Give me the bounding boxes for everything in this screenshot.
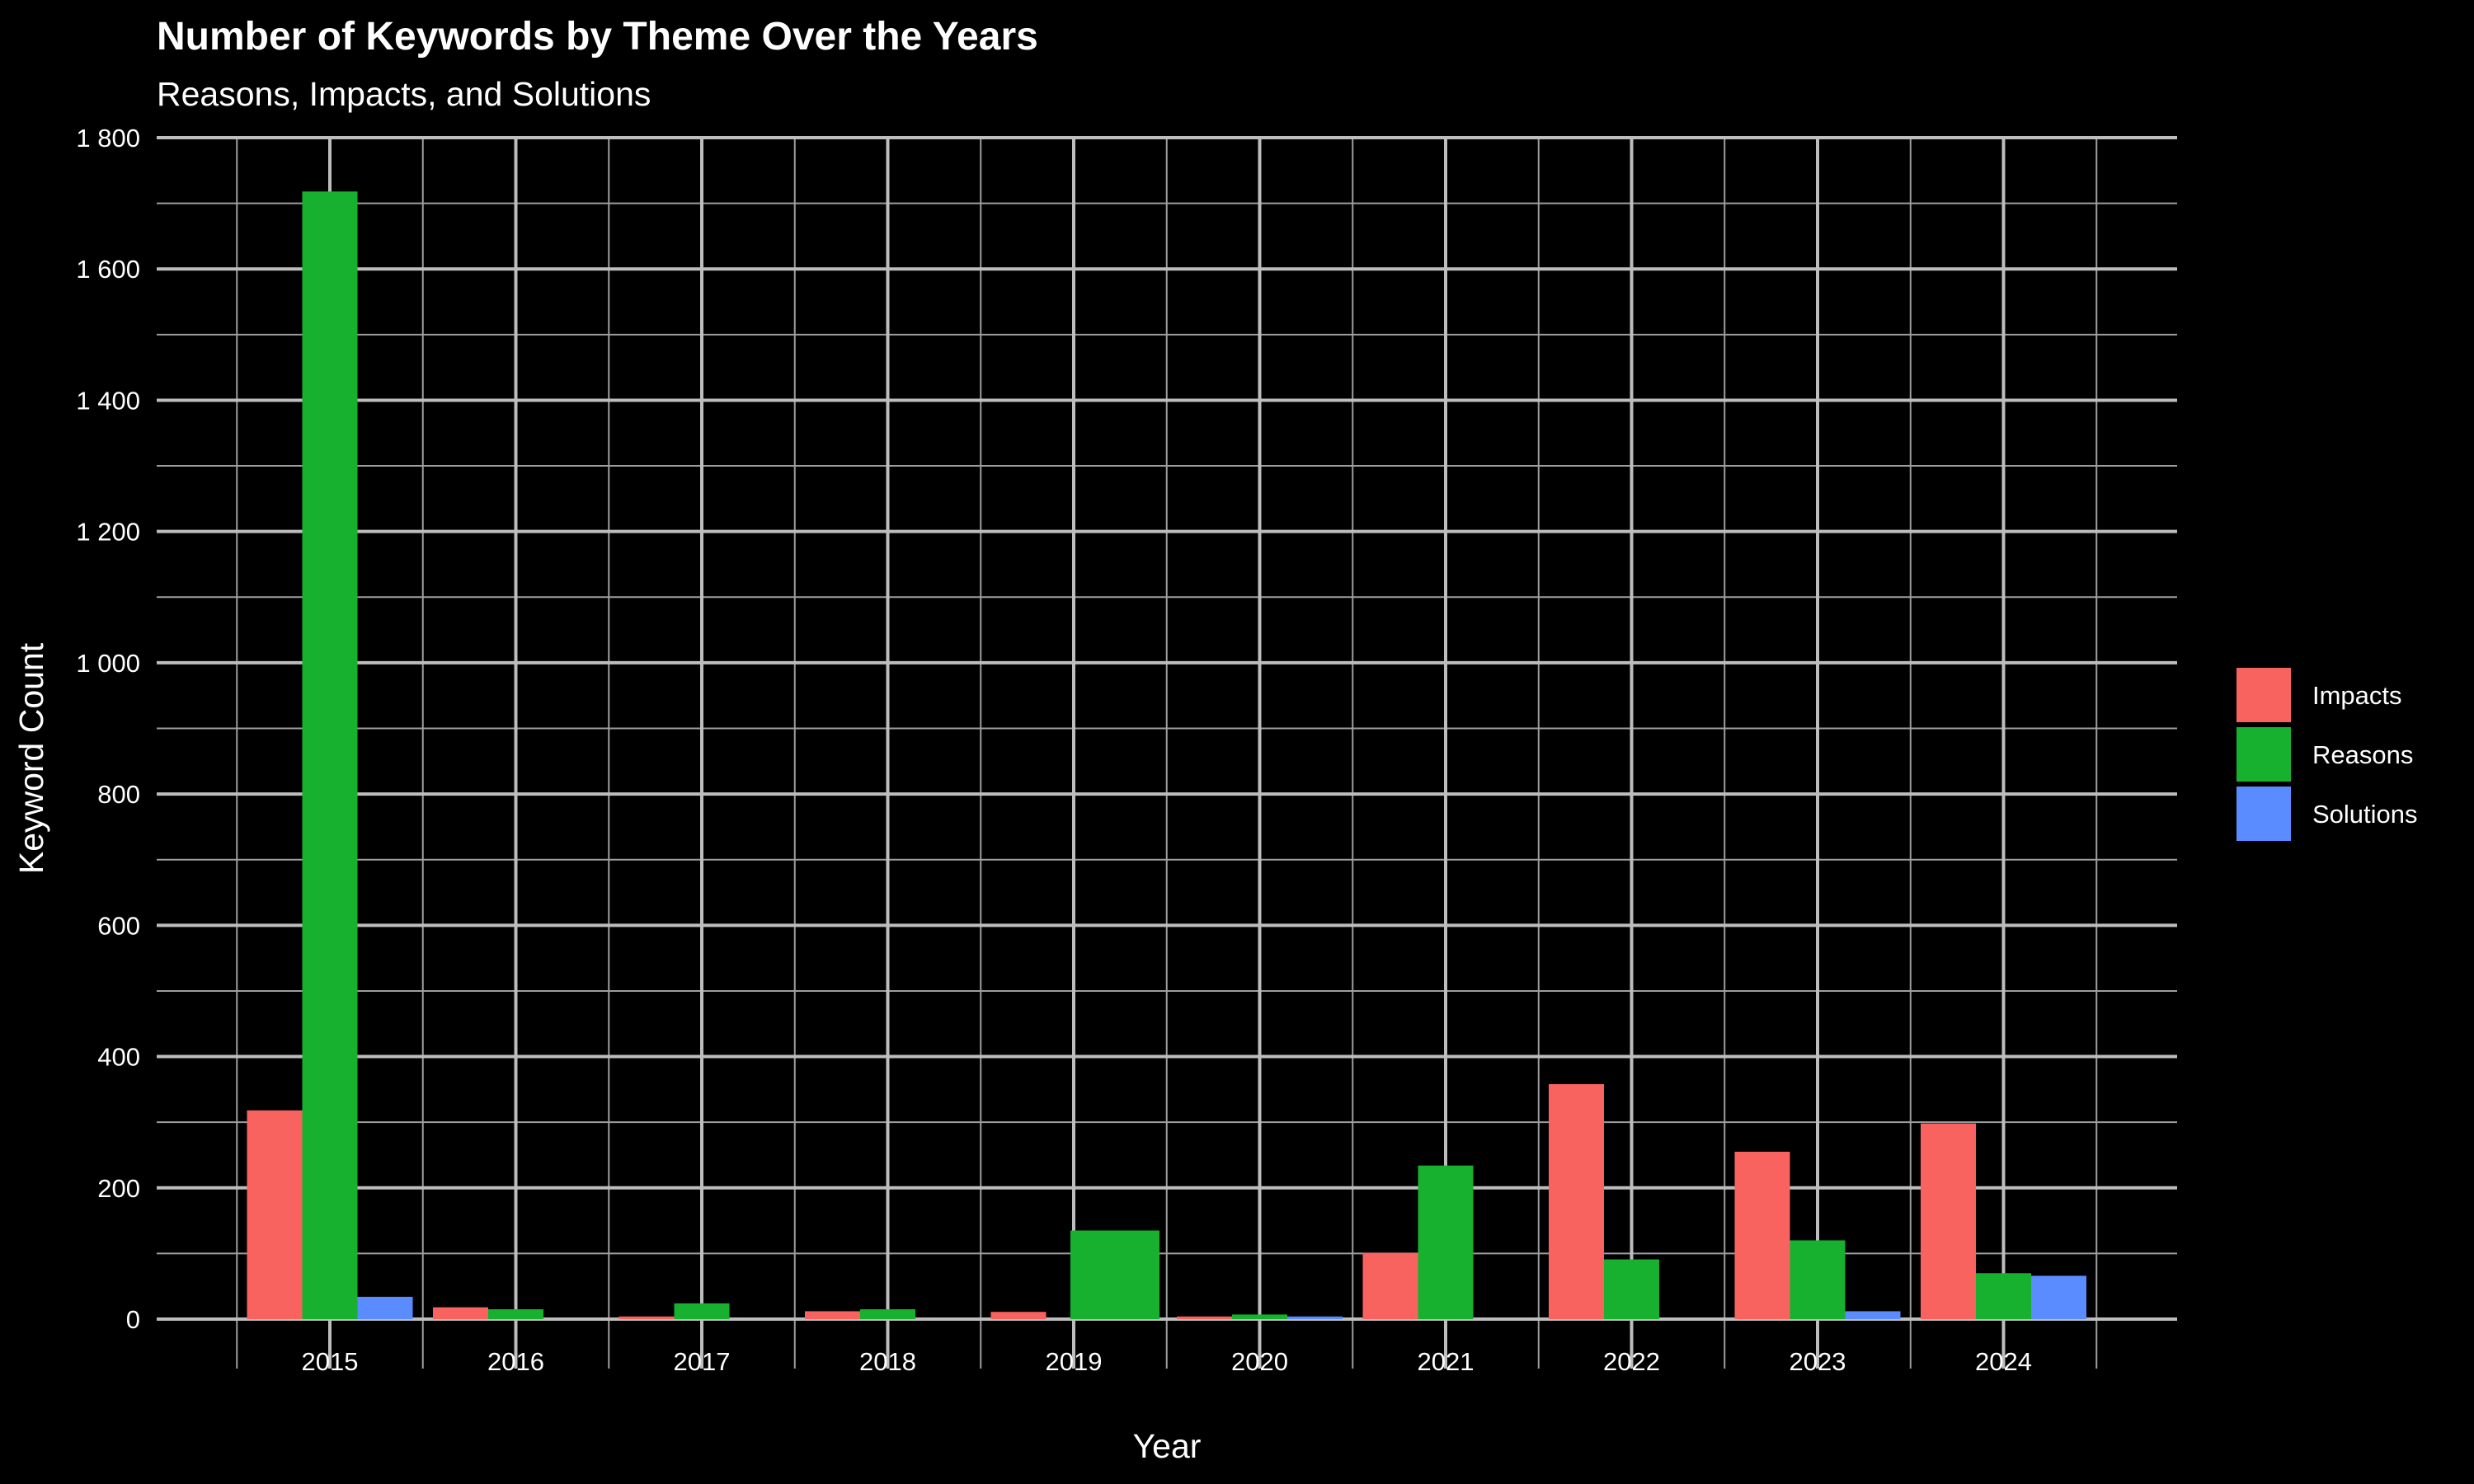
bar-impacts-2015 [247, 1110, 303, 1319]
y-tick-label: 400 [97, 1043, 140, 1072]
y-tick-label: 1 000 [76, 649, 140, 678]
bar-impacts-2016 [433, 1307, 488, 1319]
x-tick-label: 2024 [1975, 1347, 2032, 1376]
legend: Impacts Reasons Solutions [2236, 668, 2418, 841]
y-tick-label: 1 400 [76, 386, 140, 415]
legend-key-solutions [2236, 787, 2291, 841]
bar-reasons-2023 [1790, 1240, 1846, 1319]
bar-reasons-2021 [1418, 1165, 1474, 1319]
chart-subtitle: Reasons, Impacts, and Solutions [157, 75, 651, 113]
y-tick-label: 1 200 [76, 518, 140, 547]
bar-impacts-2022 [1549, 1083, 1604, 1319]
bar-impacts-2024 [1921, 1123, 1976, 1319]
x-tick-label: 2015 [302, 1347, 359, 1376]
bar-impacts-2023 [1734, 1151, 1790, 1319]
x-tick-label: 2023 [1790, 1347, 1846, 1376]
bar-impacts-2021 [1362, 1252, 1418, 1319]
y-tick-label: 200 [97, 1174, 140, 1203]
x-tick-label: 2022 [1603, 1347, 1660, 1376]
x-tick-label: 2019 [1046, 1347, 1103, 1376]
x-axis-label: Year [1133, 1427, 1202, 1465]
x-tick-label: 2020 [1231, 1347, 1288, 1376]
y-tick-label: 1 800 [76, 124, 140, 153]
y-axis-ticks: 0 200 400 600 800 1 000 1 200 1 400 1 600 1 800 [76, 124, 140, 1334]
legend-label-solutions: Solutions [2312, 800, 2418, 829]
bar-solutions-2024 [2031, 1275, 2086, 1319]
y-tick-label: 600 [97, 911, 140, 940]
y-tick-label: 800 [97, 780, 140, 809]
bar-solutions-2023 [1845, 1311, 1901, 1319]
x-tick-label: 2017 [674, 1347, 731, 1376]
bars [247, 191, 2086, 1319]
grid [157, 136, 2177, 1369]
legend-label-reasons: Reasons [2312, 740, 2413, 769]
bar-impacts-2019 [990, 1312, 1047, 1319]
bar-reasons-2017 [674, 1303, 730, 1319]
bar-reasons-2016 [488, 1309, 543, 1319]
x-tick-label: 2021 [1418, 1347, 1475, 1376]
bar-solutions-2020 [1287, 1316, 1343, 1319]
bar-reasons-2018 [860, 1309, 915, 1319]
bar-reasons-2019 [1070, 1230, 1159, 1319]
chart-title: Number of Keywords by Theme Over the Yea… [157, 15, 1038, 59]
bar-reasons-2024 [1976, 1273, 2031, 1319]
bar-impacts-2020 [1177, 1316, 1232, 1319]
bar-reasons-2022 [1604, 1259, 1659, 1319]
bar-impacts-2017 [618, 1316, 675, 1319]
x-tick-label: 2016 [487, 1347, 544, 1376]
y-tick-label: 1 600 [76, 255, 140, 284]
x-tick-label: 2018 [859, 1347, 916, 1376]
legend-key-reasons [2236, 727, 2291, 782]
bar-impacts-2018 [805, 1311, 860, 1319]
bar-solutions-2015 [357, 1296, 413, 1319]
bar-reasons-2015 [302, 191, 358, 1319]
x-axis-ticks: 2015 2016 2017 2018 2019 2020 2021 2022 2023 2024 [302, 1347, 2032, 1376]
legend-label-impacts: Impacts [2312, 681, 2402, 710]
y-tick-label: 0 [126, 1305, 140, 1334]
legend-key-impacts [2236, 668, 2291, 722]
bar-reasons-2020 [1232, 1314, 1287, 1319]
y-axis-label: Keyword Count [12, 642, 50, 874]
